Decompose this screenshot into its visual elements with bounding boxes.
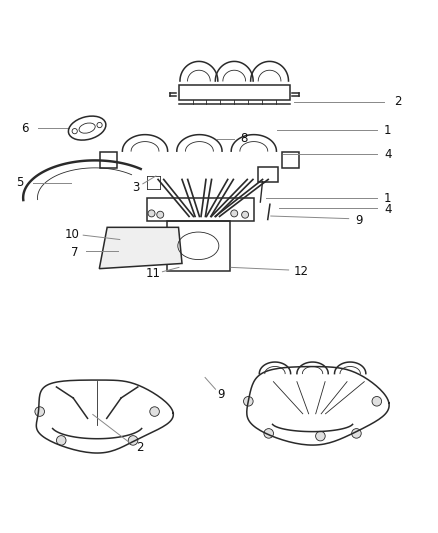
Circle shape xyxy=(123,243,128,248)
Text: 4: 4 xyxy=(384,148,392,161)
Circle shape xyxy=(114,235,119,239)
Circle shape xyxy=(231,210,238,217)
Text: 3: 3 xyxy=(132,181,139,194)
Circle shape xyxy=(352,429,361,438)
Text: 4: 4 xyxy=(384,204,392,216)
Text: 2: 2 xyxy=(136,441,144,454)
Polygon shape xyxy=(99,228,182,269)
Text: 9: 9 xyxy=(217,389,225,401)
Circle shape xyxy=(35,407,45,416)
Circle shape xyxy=(244,397,253,406)
Text: 6: 6 xyxy=(21,122,29,135)
Text: 1: 1 xyxy=(384,192,392,205)
Circle shape xyxy=(242,211,249,218)
Circle shape xyxy=(264,429,273,438)
Circle shape xyxy=(57,435,66,445)
Text: 12: 12 xyxy=(293,265,308,278)
Text: 11: 11 xyxy=(145,268,160,280)
Circle shape xyxy=(157,211,164,218)
Text: 2: 2 xyxy=(394,95,401,109)
Text: 8: 8 xyxy=(240,133,248,146)
Circle shape xyxy=(372,397,381,406)
Text: 10: 10 xyxy=(64,228,79,241)
Text: 5: 5 xyxy=(16,176,23,189)
Text: 1: 1 xyxy=(384,124,392,137)
Circle shape xyxy=(150,407,159,416)
Circle shape xyxy=(316,431,325,441)
Circle shape xyxy=(128,435,138,445)
Text: 9: 9 xyxy=(355,214,363,227)
Circle shape xyxy=(148,210,155,217)
Text: 7: 7 xyxy=(71,246,78,259)
